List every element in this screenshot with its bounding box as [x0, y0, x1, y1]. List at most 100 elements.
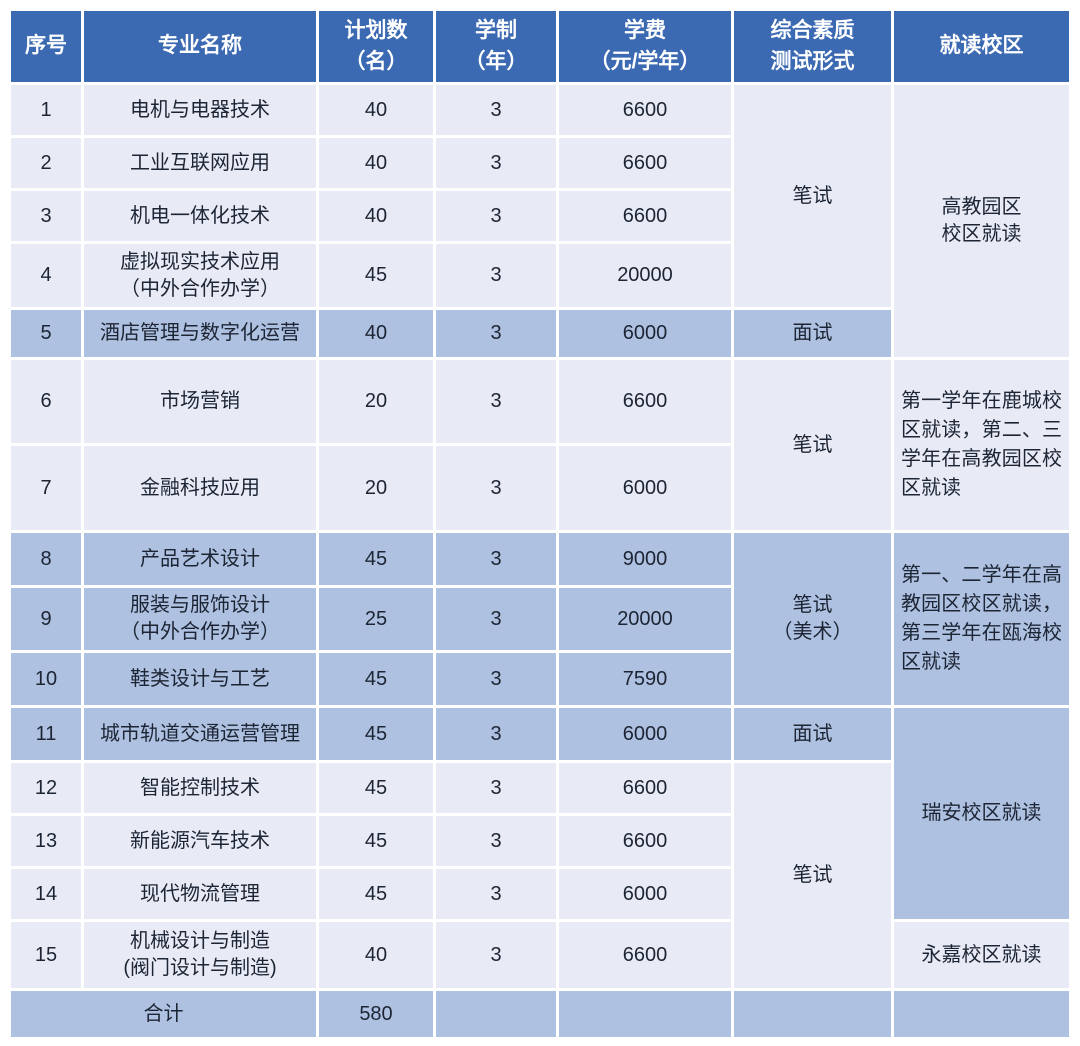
table-row: 10 鞋类设计与工艺 45 3 7590	[11, 653, 1069, 705]
tuition-cell: 6600	[559, 360, 731, 443]
plan-cell: 45	[319, 763, 433, 813]
major-cell: 机械设计与制造 (阀门设计与制造)	[84, 922, 316, 988]
major-cell: 智能控制技术	[84, 763, 316, 813]
years-cell: 3	[436, 360, 556, 443]
plan-cell: 40	[319, 138, 433, 188]
no-cell: 11	[11, 708, 81, 760]
major-cell: 机电一体化技术	[84, 191, 316, 241]
admission-plan-table: 序号 专业名称 计划数 （名） 学制 （年） 学费 （元/学年） 综合素质 测试…	[8, 8, 1072, 1040]
header-test: 综合素质 测试形式	[734, 11, 891, 82]
no-cell: 6	[11, 360, 81, 443]
plan-cell: 20	[319, 360, 433, 443]
plan-cell: 40	[319, 85, 433, 135]
table-row: 3 机电一体化技术 40 3 6600	[11, 191, 1069, 241]
years-cell: 3	[436, 816, 556, 866]
years-cell: 3	[436, 533, 556, 585]
empty-cell	[894, 991, 1069, 1037]
test-cell: 笔试	[734, 360, 891, 530]
table-row: 11 城市轨道交通运营管理 45 3 6000 面试 瑞安校区就读	[11, 708, 1069, 919]
major-cell: 新能源汽车技术	[84, 816, 316, 866]
campus-cell: 高教园区 校区就读	[894, 85, 1069, 357]
no-cell: 4	[11, 244, 81, 307]
tuition-cell: 6000	[559, 446, 731, 530]
plan-cell: 40	[319, 191, 433, 241]
tuition-cell: 6600	[559, 85, 731, 135]
table-row: 12 智能控制技术 45 3 6600 笔试	[11, 763, 1069, 988]
years-cell: 3	[436, 191, 556, 241]
header-row: 序号 专业名称 计划数 （名） 学制 （年） 学费 （元/学年） 综合素质 测试…	[11, 11, 1069, 82]
tuition-cell: 20000	[559, 244, 731, 307]
tuition-cell: 6600	[559, 763, 731, 813]
table-row: 9 服装与服饰设计 （中外合作办学） 25 3 20000	[11, 588, 1069, 650]
plan-cell: 45	[319, 708, 433, 760]
major-cell: 工业互联网应用	[84, 138, 316, 188]
years-cell: 3	[436, 869, 556, 919]
tuition-cell: 6600	[559, 138, 731, 188]
test-cell: 面试	[734, 708, 891, 760]
no-cell: 9	[11, 588, 81, 650]
tuition-cell: 6600	[559, 191, 731, 241]
plan-cell: 45	[319, 244, 433, 307]
no-cell: 3	[11, 191, 81, 241]
major-cell: 酒店管理与数字化运营	[84, 310, 316, 357]
major-cell: 服装与服饰设计 （中外合作办学）	[84, 588, 316, 650]
campus-cell: 第一、二学年在高教园区校区就读，第三学年在瓯海校区就读	[894, 533, 1069, 705]
years-cell: 3	[436, 653, 556, 705]
table-row: 14 现代物流管理 45 3 6000	[11, 869, 1069, 919]
no-cell: 8	[11, 533, 81, 585]
plan-cell: 25	[319, 588, 433, 650]
empty-cell	[734, 991, 891, 1037]
header-major: 专业名称	[84, 11, 316, 82]
years-cell: 3	[436, 85, 556, 135]
empty-cell	[559, 991, 731, 1037]
no-cell: 13	[11, 816, 81, 866]
table-row: 1 电机与电器技术 40 3 6600 笔试 高教园区 校区就读	[11, 85, 1069, 357]
tuition-cell: 9000	[559, 533, 731, 585]
years-cell: 3	[436, 708, 556, 760]
no-cell: 1	[11, 85, 81, 135]
tuition-cell: 6000	[559, 869, 731, 919]
campus-cell: 瑞安校区就读	[894, 708, 1069, 919]
years-cell: 3	[436, 922, 556, 988]
tuition-cell: 6600	[559, 816, 731, 866]
empty-cell	[436, 991, 556, 1037]
table-row: 15 机械设计与制造 (阀门设计与制造) 40 3 6600 永嘉校区就读	[11, 922, 1069, 988]
plan-cell: 45	[319, 816, 433, 866]
no-cell: 7	[11, 446, 81, 530]
test-cell: 笔试 （美术）	[734, 533, 891, 705]
header-campus: 就读校区	[894, 11, 1069, 82]
major-cell: 市场营销	[84, 360, 316, 443]
major-cell: 金融科技应用	[84, 446, 316, 530]
major-cell: 电机与电器技术	[84, 85, 316, 135]
table-row: 7 金融科技应用 20 3 6000	[11, 446, 1069, 530]
years-cell: 3	[436, 138, 556, 188]
test-cell: 笔试	[734, 85, 891, 307]
plan-cell: 45	[319, 869, 433, 919]
test-cell: 面试	[734, 310, 891, 357]
header-tuition: 学费 （元/学年）	[559, 11, 731, 82]
major-cell: 虚拟现实技术应用 （中外合作办学）	[84, 244, 316, 307]
header-years: 学制 （年）	[436, 11, 556, 82]
major-cell: 鞋类设计与工艺	[84, 653, 316, 705]
no-cell: 2	[11, 138, 81, 188]
plan-cell: 40	[319, 310, 433, 357]
header-no: 序号	[11, 11, 81, 82]
major-cell: 产品艺术设计	[84, 533, 316, 585]
table-row: 13 新能源汽车技术 45 3 6600	[11, 816, 1069, 866]
no-cell: 12	[11, 763, 81, 813]
no-cell: 15	[11, 922, 81, 988]
header-plan: 计划数 （名）	[319, 11, 433, 82]
major-cell: 现代物流管理	[84, 869, 316, 919]
tuition-cell: 6000	[559, 708, 731, 760]
table-row: 8 产品艺术设计 45 3 9000 笔试 （美术） 第一、二学年在高教园区校区…	[11, 533, 1069, 705]
years-cell: 3	[436, 310, 556, 357]
table-row: 5 酒店管理与数字化运营 40 3 6000 面试	[11, 310, 1069, 357]
campus-cell: 永嘉校区就读	[894, 922, 1069, 988]
no-cell: 10	[11, 653, 81, 705]
table-row: 4 虚拟现实技术应用 （中外合作办学） 45 3 20000	[11, 244, 1069, 307]
no-cell: 5	[11, 310, 81, 357]
years-cell: 3	[436, 763, 556, 813]
major-cell: 城市轨道交通运营管理	[84, 708, 316, 760]
plan-cell: 40	[319, 922, 433, 988]
